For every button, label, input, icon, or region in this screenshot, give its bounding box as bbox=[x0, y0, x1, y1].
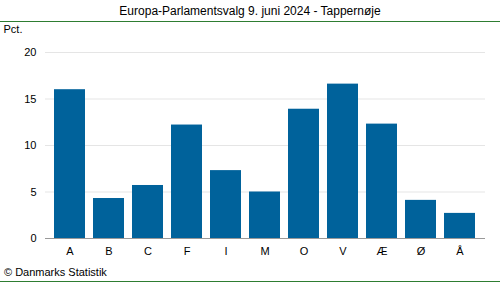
html-text:© Danmarks Statistik: © Danmarks Statistik bbox=[4, 266, 107, 278]
svg-text:Pct.: Pct. bbox=[4, 23, 23, 35]
svg-text:Ø: Ø bbox=[417, 245, 426, 257]
svg-text:Å: Å bbox=[456, 245, 464, 257]
svg-text:B: B bbox=[105, 245, 112, 257]
svg-text:I: I bbox=[224, 245, 227, 257]
svg-text:C: C bbox=[144, 245, 152, 257]
svg-text:M: M bbox=[260, 245, 269, 257]
svg-text:5: 5 bbox=[30, 186, 36, 198]
svg-text:O: O bbox=[300, 245, 309, 257]
svg-text:0: 0 bbox=[30, 232, 36, 244]
svg-text:10: 10 bbox=[24, 139, 36, 151]
svg-text:V: V bbox=[339, 245, 347, 257]
svg-text:Æ: Æ bbox=[377, 245, 388, 257]
svg-text:20: 20 bbox=[24, 46, 36, 58]
svg-text:A: A bbox=[66, 245, 74, 257]
svg-text:F: F bbox=[184, 245, 191, 257]
svg-text:15: 15 bbox=[24, 93, 36, 105]
html-text:Europa-Parlamentsvalg 9. juni: Europa-Parlamentsvalg 9. juni 2024 - Tap… bbox=[119, 4, 381, 18]
